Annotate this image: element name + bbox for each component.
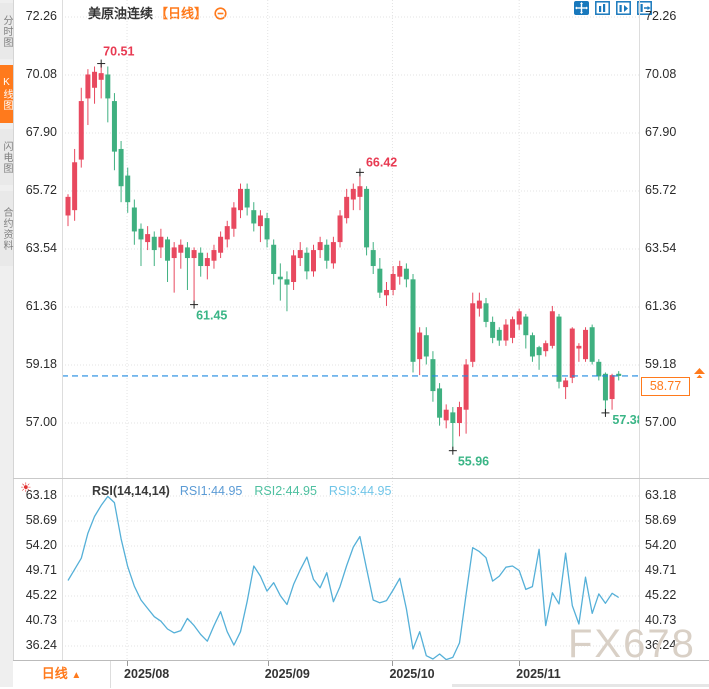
axis-tick-label: 49.71	[25, 562, 57, 577]
chart-toolbar	[574, 1, 652, 15]
axis-tick-label: 57.00	[25, 415, 57, 429]
svg-text:66.42: 66.42	[366, 155, 397, 169]
month-tick	[519, 661, 521, 666]
axis-tick-label: 67.90	[25, 125, 57, 139]
axis-tick-label: 40.73	[25, 612, 57, 627]
shift-right-icon[interactable]	[637, 1, 652, 15]
axis-tick-label: 65.72	[25, 183, 57, 197]
rsi-chart[interactable]	[62, 478, 640, 660]
axis-tick-label: 72.26	[645, 9, 677, 23]
axis-tick-label: 49.71	[645, 562, 677, 577]
rsi-name: RSI(14,14,14)	[92, 484, 170, 498]
month-tick	[392, 661, 394, 666]
sidebar-tab-contract-info[interactable]: 合约资料	[0, 191, 13, 266]
pane-border-left	[62, 0, 63, 660]
rsi-header: RSI(14,14,14) RSI1:44.95 RSI2:44.95 RSI3:44…	[92, 484, 403, 498]
time-axis-bar: 日线 ▲ 2025/08 2025/09 2025/10 2025/11	[13, 660, 709, 688]
axis-tick-label: 58.69	[25, 512, 57, 527]
axis-tick-label: 63.18	[25, 488, 57, 502]
move-icon[interactable]	[574, 1, 589, 15]
axis-tick-label: 54.20	[645, 537, 677, 552]
month-label: 2025/09	[264, 667, 310, 681]
axis-tick-label: 59.18	[645, 357, 677, 371]
axis-tick-label: 70.08	[25, 67, 57, 81]
axis-tick-label: 63.54	[25, 241, 57, 255]
rsi1-value: RSI1:44.95	[179, 484, 243, 498]
watermark: FX678	[568, 622, 696, 666]
axis-tick-label: 57.00	[645, 415, 677, 429]
axis-tick-label: 63.18	[645, 488, 677, 502]
scroll-strip[interactable]	[452, 684, 709, 687]
month-tick	[267, 661, 269, 666]
zoom-out-icon[interactable]	[214, 7, 227, 23]
candlestick-chart[interactable]: 70.51 66.42 61.45 55.96 57.38	[62, 0, 640, 478]
svg-text:61.45: 61.45	[196, 309, 227, 323]
axis-tick-label: 72.26	[25, 9, 57, 23]
sidebar: 分时图 K线图 闪电图 合约资料	[0, 0, 14, 687]
axis-tick-label: 45.22	[645, 587, 677, 602]
month-label: 2025/11	[516, 667, 561, 681]
axis-tick-label: 63.54	[645, 241, 677, 255]
axis-tick-label: 40.73	[645, 612, 677, 627]
sidebar-tab-kline-chart[interactable]: K线图	[0, 65, 13, 123]
axis-tick-label: 65.72	[645, 183, 677, 197]
zoom-run-icon[interactable]	[616, 1, 631, 15]
chevron-up-icon: ▲	[71, 670, 82, 681]
sidebar-tab-lightning-chart[interactable]: 闪电图	[0, 129, 13, 185]
axis-tick-label: 67.90	[645, 125, 677, 139]
pane-separator	[13, 478, 709, 479]
pane-border-right	[639, 0, 640, 660]
axis-tick-label: 70.08	[645, 67, 677, 81]
price-up-arrow-icon	[694, 366, 706, 384]
zoom-area-icon[interactable]	[595, 1, 610, 15]
indicator-settings-icon[interactable]: ☀	[20, 480, 32, 495]
month-label: 2025/10	[389, 667, 435, 681]
sidebar-tab-time-chart[interactable]: 分时图	[0, 3, 13, 59]
axis-tick-label: 61.36	[25, 299, 57, 313]
svg-text:57.38: 57.38	[612, 413, 640, 427]
svg-text:70.51: 70.51	[103, 45, 134, 59]
period-selector[interactable]: 日线 ▲	[13, 661, 111, 688]
month-label: 2025/08	[124, 667, 170, 681]
axis-tick-label: 36.24	[25, 637, 57, 652]
svg-text:55.96: 55.96	[458, 455, 489, 469]
last-price-box: 58.77	[641, 377, 690, 396]
axis-tick-label: 36.24	[645, 637, 677, 652]
axis-tick-label: 45.22	[25, 587, 57, 602]
rsi3-value: RSI3:44.95	[328, 484, 392, 498]
month-tick	[127, 661, 129, 666]
axis-tick-label: 54.20	[25, 537, 57, 552]
axis-tick-label: 58.69	[645, 512, 677, 527]
axis-tick-label: 59.18	[25, 357, 57, 371]
rsi2-value: RSI2:44.95	[254, 484, 317, 498]
axis-tick-label: 61.36	[645, 299, 677, 313]
